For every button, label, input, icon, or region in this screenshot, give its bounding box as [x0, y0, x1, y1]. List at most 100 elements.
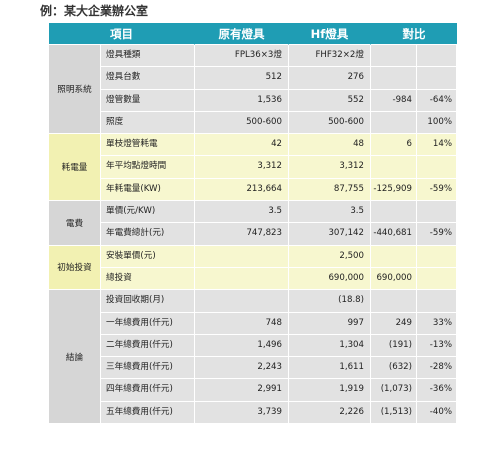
header-compare: 對比: [371, 23, 457, 45]
original-value: 3,312: [195, 156, 289, 179]
row-label: 燈具種類: [101, 45, 195, 68]
original-value: 500-600: [195, 111, 289, 135]
row-label: 單枝燈管耗電: [101, 134, 195, 157]
table-row: 安裝單價(元) 2,500: [49, 245, 457, 268]
original-value: 512: [195, 67, 289, 90]
header-item: 項目: [49, 23, 195, 45]
row-label: 年平均點燈時間: [101, 156, 195, 179]
diff-percent: -59%: [417, 223, 457, 246]
row-label: 五年總費用(仟元): [101, 401, 195, 425]
diff-percent: -36%: [417, 379, 457, 402]
original-value: 748: [195, 312, 289, 335]
table-row: 總投資 690,000 690,000: [49, 267, 457, 291]
diff-value: 690,000: [371, 267, 417, 291]
hf-value: 3.5: [289, 201, 371, 224]
table-row: 燈具台數 512 276: [49, 67, 457, 90]
row-label: 年耗電量(KW): [101, 178, 195, 202]
row-label: 照度: [101, 111, 195, 135]
group-label: 照明系統: [49, 45, 101, 135]
group-label: 電費: [49, 201, 101, 246]
original-value: [195, 290, 289, 313]
original-value: 1,496: [195, 334, 289, 358]
hf-value: 2,226: [289, 401, 371, 425]
diff-percent: -59%: [417, 178, 457, 202]
table-row: 燈管數量 1,536 552 -984 -64%: [49, 89, 457, 112]
diff-value: (191): [371, 334, 417, 358]
diff-value: (1,513): [371, 401, 417, 425]
table-row: 四年總費用(仟元) 2,991 1,919 (1,073) -36%: [49, 379, 457, 402]
row-label: 投資回收期(月): [101, 290, 195, 313]
diff-percent: [417, 67, 457, 90]
original-value: 3,739: [195, 401, 289, 425]
row-label: 總投資: [101, 267, 195, 291]
diff-value: [371, 290, 417, 313]
diff-value: [371, 201, 417, 224]
hf-value: 997: [289, 312, 371, 335]
diff-value: [371, 245, 417, 268]
hf-value: 552: [289, 89, 371, 112]
diff-percent: [417, 201, 457, 224]
diff-percent: 14%: [417, 134, 457, 157]
hf-value: 1,611: [289, 357, 371, 380]
table-row: 一年總費用(仟元) 748 997 249 33%: [49, 312, 457, 335]
hf-value: (18.8): [289, 290, 371, 313]
diff-value: 249: [371, 312, 417, 335]
hf-value: 500-600: [289, 111, 371, 135]
table-row: 年平均點燈時間 3,312 3,312: [49, 156, 457, 179]
diff-percent: -13%: [417, 334, 457, 358]
header-hf: Hf燈具: [289, 23, 371, 45]
hf-value: 87,755: [289, 178, 371, 202]
hf-value: FHF32×2燈: [289, 45, 371, 68]
diff-percent: [417, 45, 457, 68]
row-label: 四年總費用(仟元): [101, 379, 195, 402]
table-row: 二年總費用(仟元) 1,496 1,304 (191) -13%: [49, 334, 457, 358]
row-label: 燈具台數: [101, 67, 195, 90]
table-row: 燈具種類 FPL36×3燈 FHF32×2燈: [49, 45, 457, 68]
hf-value: 3,312: [289, 156, 371, 179]
table-row: 年耗電量(KW) 213,664 87,755 -125,909 -59%: [49, 178, 457, 202]
diff-value: (1,073): [371, 379, 417, 402]
diff-value: -440,681: [371, 223, 417, 246]
table-row: 五年總費用(仟元) 3,739 2,226 (1,513) -40%: [49, 401, 457, 425]
diff-percent: [417, 267, 457, 291]
diff-value: -984: [371, 89, 417, 112]
row-label: 二年總費用(仟元): [101, 334, 195, 358]
table-row: 單價(元/KW) 3.5 3.5: [49, 201, 457, 224]
original-value: 747,823: [195, 223, 289, 246]
diff-percent: 33%: [417, 312, 457, 335]
diff-percent: [417, 290, 457, 313]
group-label: 初始投資: [49, 245, 101, 291]
original-value: 3.5: [195, 201, 289, 224]
diff-percent: [417, 156, 457, 179]
diff-percent: -40%: [417, 401, 457, 425]
row-label: 燈管數量: [101, 89, 195, 112]
original-value: [195, 267, 289, 291]
table-row: 單枝燈管耗電 42 48 6 14%: [49, 134, 457, 157]
diff-percent: 100%: [417, 111, 457, 135]
diff-value: -125,909: [371, 178, 417, 202]
diff-value: [371, 45, 417, 68]
diff-value: [371, 156, 417, 179]
diff-percent: -28%: [417, 357, 457, 380]
table-header: 項目 原有燈具 Hf燈具 對比: [49, 23, 457, 45]
group-label: 耗電量: [49, 134, 101, 202]
table-row: 年電費總計(元) 747,823 307,142 -440,681 -59%: [49, 223, 457, 246]
hf-value: 690,000: [289, 267, 371, 291]
table-row: 照度 500-600 500-600 100%: [49, 111, 457, 135]
table-row: 三年總費用(仟元) 2,243 1,611 (632) -28%: [49, 357, 457, 380]
diff-percent: -64%: [417, 89, 457, 112]
header-original: 原有燈具: [195, 23, 289, 45]
hf-value: 48: [289, 134, 371, 157]
table-body: 燈具種類 FPL36×3燈 FHF32×2燈 燈具台數 512 276 燈管數量 1,536 5…: [49, 45, 457, 425]
row-label: 單價(元/KW): [101, 201, 195, 224]
row-label: 年電費總計(元): [101, 223, 195, 246]
table-row: 投資回收期(月) (18.8): [49, 290, 457, 313]
original-value: 1,536: [195, 89, 289, 112]
hf-value: 1,304: [289, 334, 371, 358]
diff-value: [371, 67, 417, 90]
diff-value: (632): [371, 357, 417, 380]
comparison-table: 項目 原有燈具 Hf燈具 對比 燈具種類 FPL36×3燈 FHF32×2燈 燈具台數…: [49, 23, 457, 425]
hf-value: 2,500: [289, 245, 371, 268]
hf-value: 276: [289, 67, 371, 90]
row-label: 安裝單價(元): [101, 245, 195, 268]
